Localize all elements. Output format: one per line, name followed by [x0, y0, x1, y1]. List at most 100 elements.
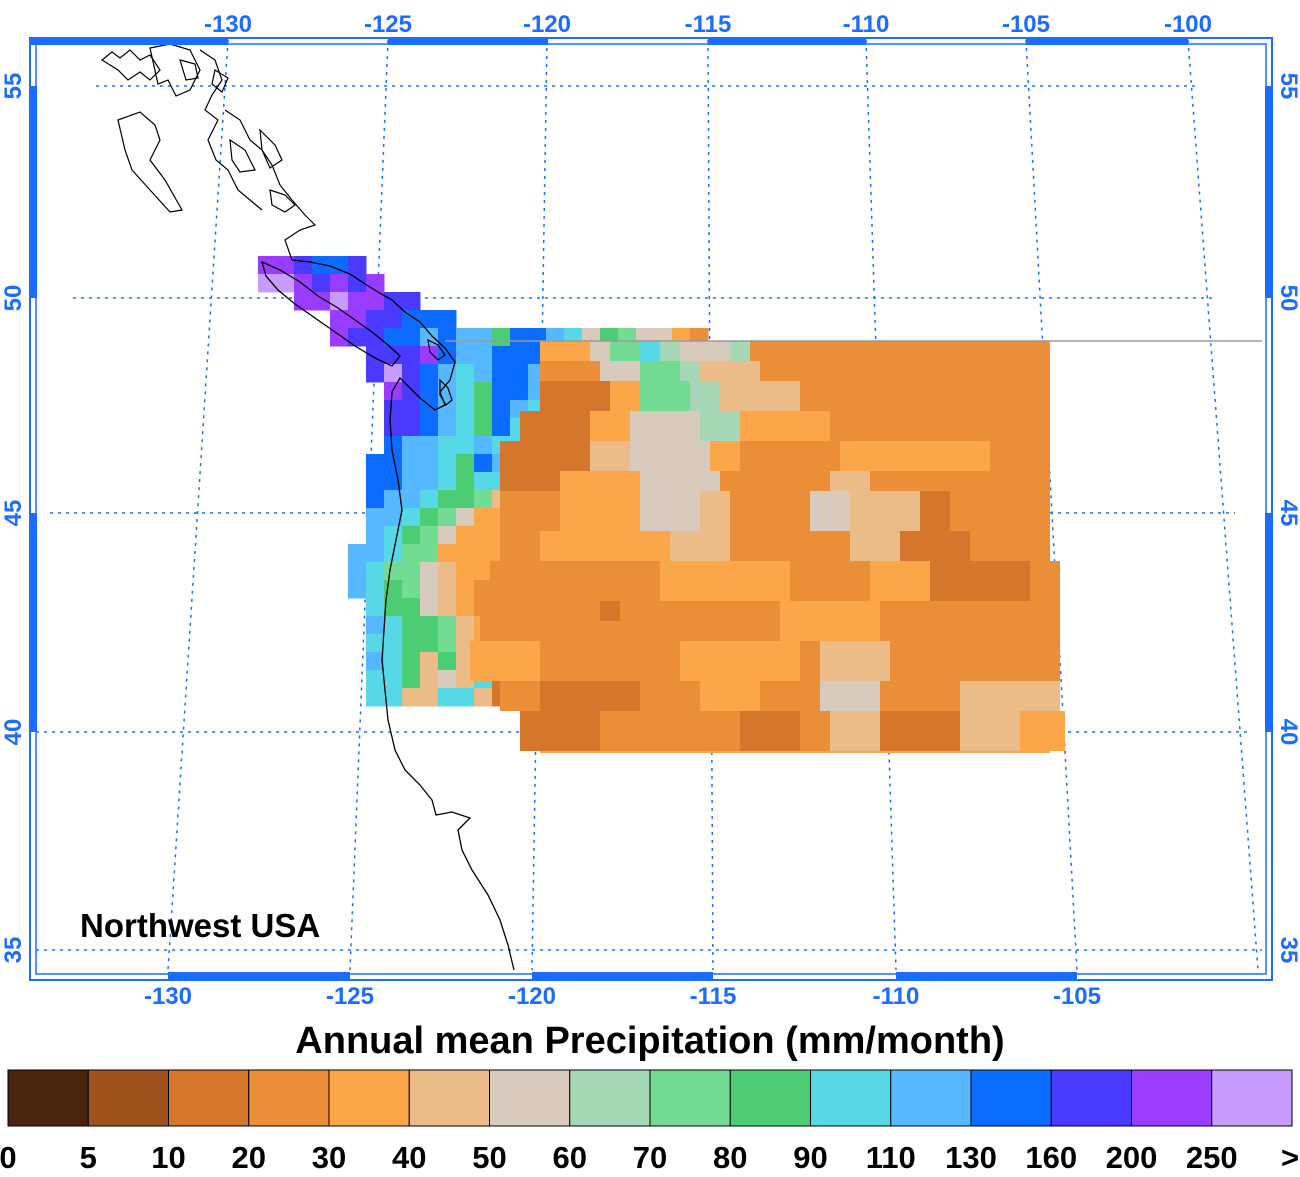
precip-cell — [950, 491, 1050, 531]
precip-cell — [438, 688, 457, 707]
precip-cell — [402, 328, 421, 347]
precip-cell — [438, 400, 457, 419]
bottom-lon-label: -125 — [326, 983, 374, 1010]
precip-cell — [880, 711, 960, 751]
precip-cell — [880, 601, 1060, 641]
precip-cell — [294, 292, 313, 311]
precip-cell — [420, 580, 439, 599]
precip-cell — [540, 531, 670, 561]
colorbar-tick-label: 250 — [1186, 1140, 1238, 1175]
precip-cell — [740, 411, 830, 441]
left-lat-label: 50 — [0, 285, 27, 312]
top-longitude-labels: -130 -125 -120 -115 -110 -105 -100 — [204, 11, 1212, 38]
colorbar-tick-label: 160 — [1025, 1140, 1077, 1175]
precip-cell — [474, 382, 493, 401]
colorbar-tick-label: 130 — [945, 1140, 997, 1175]
precip-cell — [402, 688, 421, 707]
precip-cell — [420, 634, 439, 653]
precip-cell — [780, 601, 880, 641]
colorbar-tick-label: > — [1281, 1140, 1299, 1175]
precip-cell — [294, 256, 313, 275]
colorbar-tick-label: 50 — [472, 1140, 506, 1175]
precip-cell — [420, 400, 439, 419]
precip-cell — [420, 688, 439, 707]
precip-cell — [348, 310, 367, 329]
right-lat-label: 55 — [1275, 73, 1300, 100]
left-latitude-labels: 55 50 45 40 35 — [0, 73, 27, 964]
precip-cell — [990, 441, 1050, 471]
precip-cell — [330, 274, 349, 293]
precip-cell — [312, 256, 331, 275]
precip-cell — [402, 616, 421, 635]
colorbar-tick-label: 0 — [0, 1140, 17, 1175]
precip-cell — [640, 341, 660, 361]
precip-cell — [402, 562, 421, 581]
precip-cell — [730, 341, 750, 361]
precip-cell — [438, 652, 457, 671]
precip-cell — [510, 328, 529, 347]
precip-cell — [474, 490, 493, 509]
precip-cell — [640, 471, 720, 491]
colorbar-swatch — [168, 1069, 250, 1127]
precip-cell — [810, 491, 850, 531]
precip-cell — [740, 711, 800, 751]
precip-cell — [590, 341, 610, 361]
precip-cell — [366, 616, 385, 635]
precip-cell — [474, 364, 493, 383]
precip-cell — [474, 454, 493, 473]
precip-cell — [348, 292, 367, 311]
colorbar-tick-label: 20 — [232, 1140, 266, 1175]
precip-cell — [790, 561, 870, 601]
precip-cell — [366, 310, 385, 329]
precip-cell — [366, 508, 385, 527]
left-lat-label: 45 — [0, 500, 27, 527]
precip-cell — [402, 364, 421, 383]
precip-cell — [438, 598, 457, 617]
left-lat-label: 55 — [0, 73, 27, 100]
precip-cell — [510, 382, 529, 401]
precip-cell — [456, 616, 475, 635]
precip-cell — [474, 346, 493, 365]
precip-cell — [640, 361, 680, 381]
precip-cell — [930, 411, 1050, 441]
colorbar-tick-label: 200 — [1106, 1140, 1158, 1175]
precip-cell — [330, 292, 349, 311]
precip-cell — [402, 580, 421, 599]
precip-cell — [366, 364, 385, 383]
precip-cell — [474, 436, 493, 455]
precip-cell — [438, 544, 457, 563]
top-lon-label: -120 — [523, 11, 571, 38]
precip-cell — [438, 436, 457, 455]
precip-cell — [438, 472, 457, 491]
colorbar-swatch — [408, 1069, 490, 1127]
precip-cell — [438, 508, 457, 527]
precip-cell — [456, 508, 475, 527]
precip-cell — [456, 418, 475, 437]
precip-cell — [420, 544, 439, 563]
precip-cell — [492, 328, 511, 347]
precip-cell — [420, 598, 439, 617]
colorbar-labels: 0 5 10 20 30 40 50 60 70 80 90 110 130 160 200 250 > — [0, 1140, 1299, 1175]
precip-cell — [474, 562, 493, 581]
precip-cell — [830, 411, 930, 441]
precip-cell — [474, 526, 493, 545]
precip-cell — [348, 256, 367, 275]
precip-cell — [750, 341, 1050, 361]
precip-cell — [500, 471, 560, 491]
precip-cell — [500, 491, 560, 531]
precip-cell — [560, 471, 640, 491]
precip-cell — [366, 670, 385, 689]
precip-cell — [420, 364, 439, 383]
precip-cell — [960, 681, 1060, 711]
map-frame — [29, 37, 1273, 981]
precip-cell — [366, 490, 385, 509]
precip-cell — [384, 616, 403, 635]
precip-cell — [420, 472, 439, 491]
precip-cell — [456, 382, 475, 401]
precip-cell — [456, 346, 475, 365]
colorbar-swatch — [649, 1069, 731, 1127]
precip-cell — [540, 361, 600, 381]
precip-cell — [366, 634, 385, 653]
precip-cell — [760, 361, 1050, 381]
precip-cell — [890, 641, 1060, 681]
